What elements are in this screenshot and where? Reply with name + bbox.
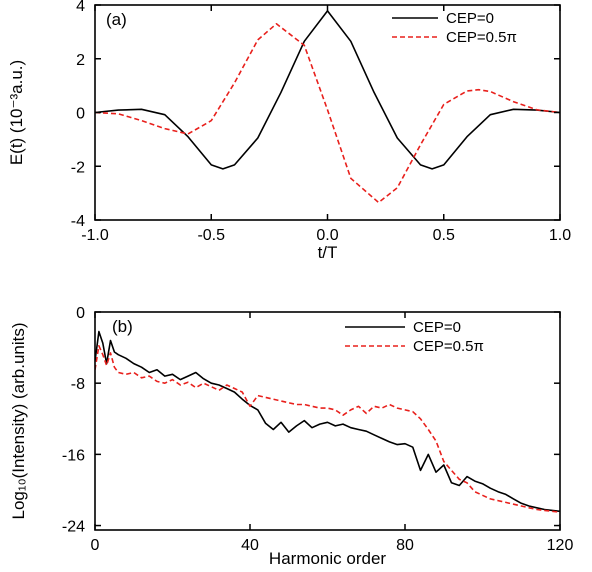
- x-tick-label: -0.5: [197, 227, 225, 244]
- y-tick-label: -16: [62, 447, 85, 464]
- panel-label: (a): [106, 10, 127, 29]
- x-tick-label: 40: [241, 537, 259, 554]
- legend-label-cep-0: CEP=0: [413, 319, 461, 336]
- x-tick-label: 0.0: [316, 227, 338, 244]
- y-tick-label: 4: [76, 0, 85, 15]
- plot-frame: [94, 311, 561, 531]
- y-tick-label: -24: [62, 519, 85, 536]
- y-tick-label: -2: [71, 159, 85, 176]
- panel-label: (b): [112, 317, 133, 336]
- legend-label-cep-0-5pi: CEP=0.5π: [446, 29, 517, 46]
- y-axis-title: Log₁₀(Intensity) (arb.units): [9, 322, 28, 519]
- y-tick-label: 0: [76, 106, 85, 123]
- series-line-cep-0: [95, 330, 560, 513]
- x-axis-title: t/T: [318, 243, 338, 262]
- x-tick-label: 1.0: [549, 227, 571, 244]
- y-tick-label: 0: [76, 305, 85, 322]
- y-tick-label: -4: [71, 213, 85, 230]
- panel-b: 0 40 80 120 0 -8 -16 -24 Harmonic order Log₁₀(Int…: [9, 305, 573, 568]
- legend-label-cep-0-5pi: CEP=0.5π: [413, 338, 484, 355]
- y-axis-title: E(t) (10⁻³a.u.): [7, 60, 26, 165]
- x-tick-label: 0.5: [433, 227, 455, 244]
- y-tick-label: -8: [71, 376, 85, 393]
- series-line-cep-0-5pi: [95, 345, 560, 513]
- x-tick-label: 80: [396, 537, 414, 554]
- series-line-cep-0-5pi: [95, 23, 560, 204]
- x-axis-title: Harmonic order: [269, 549, 386, 568]
- x-tick-label: 0: [91, 537, 100, 554]
- panel-a: -1.0 -0.5 0.0 0.5 1.0 4 2 0 -2 -4 t/T E(t) (10⁻³a.u…: [7, 0, 571, 262]
- x-tick-label: 120: [547, 537, 574, 554]
- x-tick-label: -1.0: [81, 227, 109, 244]
- y-tick-label: 2: [76, 52, 85, 69]
- legend-label-cep-0: CEP=0: [446, 10, 494, 27]
